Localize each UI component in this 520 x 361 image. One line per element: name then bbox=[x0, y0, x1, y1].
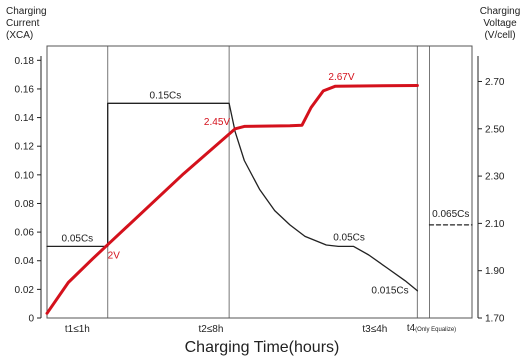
stage-label-t4-sub: (Only Equalize) bbox=[415, 327, 456, 333]
right-tick-label: 2.10 bbox=[485, 219, 505, 230]
data-label: 0.065Cs bbox=[432, 209, 469, 220]
data-label: 0.05Cs bbox=[333, 232, 365, 243]
left-tick-label: 0.04 bbox=[15, 256, 35, 267]
stage-label: t1≤1h bbox=[65, 324, 90, 335]
x-axis-title: Charging Time(hours) bbox=[185, 339, 340, 356]
left-axis-title-line: (XCA) bbox=[6, 30, 33, 41]
right-axis-title-line: (V/cell) bbox=[484, 30, 515, 41]
right-tick-label: 1.90 bbox=[485, 266, 505, 277]
right-tick-label: 2.50 bbox=[485, 124, 505, 135]
data-label: 2.45V bbox=[204, 117, 230, 128]
left-tick-label: 0.10 bbox=[15, 170, 35, 181]
left-axis-title-line: Charging bbox=[6, 6, 47, 17]
left-tick-label: 0.18 bbox=[15, 56, 35, 67]
stage-label-t4: t4(Only Equalize) bbox=[407, 323, 456, 334]
data-label: 0.015Cs bbox=[371, 286, 408, 297]
stage-label-t4-main: t4 bbox=[407, 323, 416, 334]
left-tick-label: 0.06 bbox=[15, 228, 35, 239]
left-y-axis: 0 0.02 0.04 0.06 0.08 0.10 0.12 0.14 0.16 0.18 bbox=[15, 56, 42, 325]
series-line-voltage bbox=[45, 84, 419, 315]
data-annotations: 0.05Cs 0.15Cs 0.05Cs 0.015Cs 0.065Cs 2V 2.45V 2… bbox=[62, 72, 470, 296]
stage-label: t3≤4h bbox=[362, 324, 387, 335]
left-tick-label: 0 bbox=[28, 314, 34, 325]
series-lines bbox=[45, 84, 473, 315]
plot-frame bbox=[46, 45, 473, 319]
right-tick-label: 2.70 bbox=[485, 77, 505, 88]
data-label: 2.67V bbox=[328, 72, 354, 83]
right-y-axis: 1.70 1.90 2.10 2.30 2.50 2.70 bbox=[477, 56, 505, 325]
stage-labels: t1≤1h t2≤8h t3≤4h t4(Only Equalize) bbox=[65, 323, 456, 335]
right-axis-title-line: Charging bbox=[480, 6, 520, 17]
right-axis-title-line: Voltage bbox=[483, 18, 517, 29]
left-tick-label: 0.14 bbox=[15, 113, 35, 124]
data-label: 0.15Cs bbox=[150, 90, 182, 101]
left-tick-label: 0.16 bbox=[15, 84, 35, 95]
stage-label: t2≤8h bbox=[198, 324, 223, 335]
left-tick-label: 0.02 bbox=[15, 285, 35, 296]
right-tick-label: 2.30 bbox=[485, 172, 505, 183]
series-line-current bbox=[46, 102, 419, 292]
data-label: 2V bbox=[108, 251, 121, 262]
left-axis-title-line: Current bbox=[6, 18, 40, 29]
left-tick-label: 0.08 bbox=[15, 199, 35, 210]
left-tick-label: 0.12 bbox=[15, 142, 35, 153]
data-label: 0.05Cs bbox=[62, 233, 94, 244]
right-tick-label: 1.70 bbox=[485, 314, 505, 325]
